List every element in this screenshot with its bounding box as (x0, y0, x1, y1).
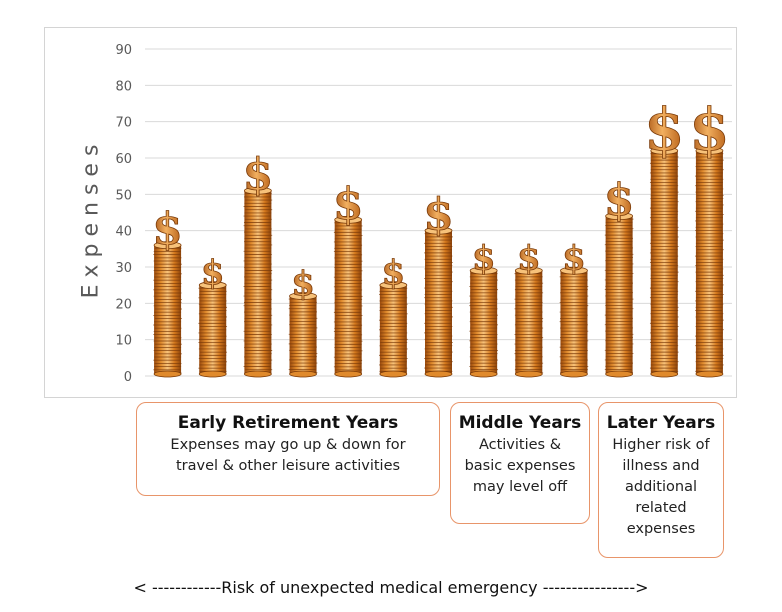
coin-stack-bar: $ (644, 95, 685, 378)
middle-title: Middle Years (458, 413, 582, 433)
bottom-coin (469, 370, 498, 378)
middle-desc-line: Activities & (478, 437, 562, 453)
dollar-sign-icon: $ (604, 175, 635, 226)
coin-stack-body (244, 190, 272, 374)
dollar-sign-icon: $ (333, 179, 364, 230)
top-coin (198, 281, 227, 290)
dollar-sign-icon: $ (689, 96, 729, 164)
top-coin (695, 146, 724, 155)
top-coin (289, 292, 317, 300)
later-years-box: Later Years Higher risk of illness and a… (598, 402, 724, 558)
top-coin (605, 212, 634, 221)
early-title: Early Retirement Years (177, 413, 399, 433)
y-tick-label: 60 (115, 152, 132, 167)
dollar-sign-icon: $ (291, 264, 315, 304)
top-coin (153, 241, 182, 250)
coin-stack-bar: $ (242, 149, 274, 378)
bottom-coin (424, 370, 453, 378)
coin-stack-bar: $ (423, 189, 454, 378)
y-tick-label: 10 (115, 334, 132, 349)
dollar-sign-icon: $ (423, 190, 454, 241)
bottom-coin (243, 370, 272, 378)
bottom-coin (334, 370, 363, 378)
coin-stack-bar: $ (514, 238, 544, 378)
coin-stack-bar: $ (689, 95, 730, 378)
top-coin (243, 186, 272, 195)
y-tick-label: 80 (115, 79, 132, 94)
y-tick-label: 0 (124, 370, 132, 385)
top-coin (560, 266, 588, 275)
y-axis-title: Expenses (78, 137, 104, 299)
dollar-sign-icon: $ (243, 150, 274, 201)
later-desc-line: Higher risk of (612, 437, 710, 453)
dollar-sign-icon: $ (201, 253, 225, 293)
bottom-coin (289, 370, 317, 378)
coin-stack-bar: $ (603, 175, 635, 378)
middle-desc-line: basic expenses (464, 458, 576, 474)
later-title: Later Years (606, 413, 716, 433)
bottom-coin (379, 370, 408, 378)
coin-stack-body (154, 245, 182, 374)
coin-stack-bar: $ (469, 238, 498, 378)
top-coin (514, 266, 543, 275)
y-tick-label: 40 (115, 225, 132, 240)
middle-desc-line: may level off (472, 479, 568, 495)
y-tick-label: 70 (115, 116, 132, 131)
bottom-coin (560, 370, 588, 378)
later-desc-line: illness and (622, 458, 700, 474)
coin-stack-bar: $ (198, 253, 228, 378)
y-tick-labels: 0 10 20 30 40 50 60 70 80 90 (115, 43, 132, 385)
later-desc-line: additional (624, 479, 697, 495)
dollar-sign-icon: $ (382, 253, 406, 293)
top-coin (334, 215, 363, 224)
early-desc-line: Expenses may go up & down for (170, 437, 406, 453)
top-coin (469, 266, 498, 275)
bottom-coin (695, 370, 724, 378)
risk-arrow-caption: < ------------Risk of unexpected medical… (133, 578, 649, 597)
dollar-sign-icon: $ (562, 239, 586, 279)
dollar-sign-icon: $ (152, 204, 183, 255)
dollar-sign-icon: $ (644, 96, 684, 164)
coin-stack-bar: $ (332, 178, 364, 378)
grid-layer (145, 48, 732, 377)
coin-stack-bar: $ (152, 204, 183, 378)
dollar-sign-icon: $ (517, 239, 541, 279)
bottom-coin (198, 370, 227, 378)
later-desc-line: expenses (626, 521, 696, 537)
bar-layer: $$$$$$$$ $ $$$ $ (152, 95, 730, 378)
coin-stack-body (289, 296, 317, 374)
y-tick-label: 50 (115, 188, 132, 203)
coin-stack-body (425, 230, 452, 374)
bottom-coin (514, 370, 543, 378)
early-desc-line: travel & other leisure activities (175, 458, 401, 474)
y-tick-label: 90 (115, 43, 132, 58)
top-coin (379, 281, 408, 290)
top-coin (424, 226, 453, 235)
coin-stack-bar: $ (379, 253, 408, 378)
y-tick-label: 20 (115, 297, 132, 312)
bottom-coin (605, 370, 634, 378)
bottom-coin (650, 370, 679, 378)
coin-stack-body (605, 216, 633, 374)
bottom-coin (153, 370, 182, 378)
y-tick-label: 30 (115, 261, 132, 276)
later-desc-line: related (635, 500, 687, 516)
dollar-sign-icon: $ (472, 239, 496, 279)
coin-stack-bar: $ (288, 264, 318, 378)
early-retirement-box: Early Retirement Years Expenses may go u… (136, 402, 440, 496)
middle-years-box: Middle Years Activities & basic expenses… (450, 402, 590, 524)
coin-stack-bar: $ (559, 238, 589, 378)
top-coin (650, 146, 679, 155)
